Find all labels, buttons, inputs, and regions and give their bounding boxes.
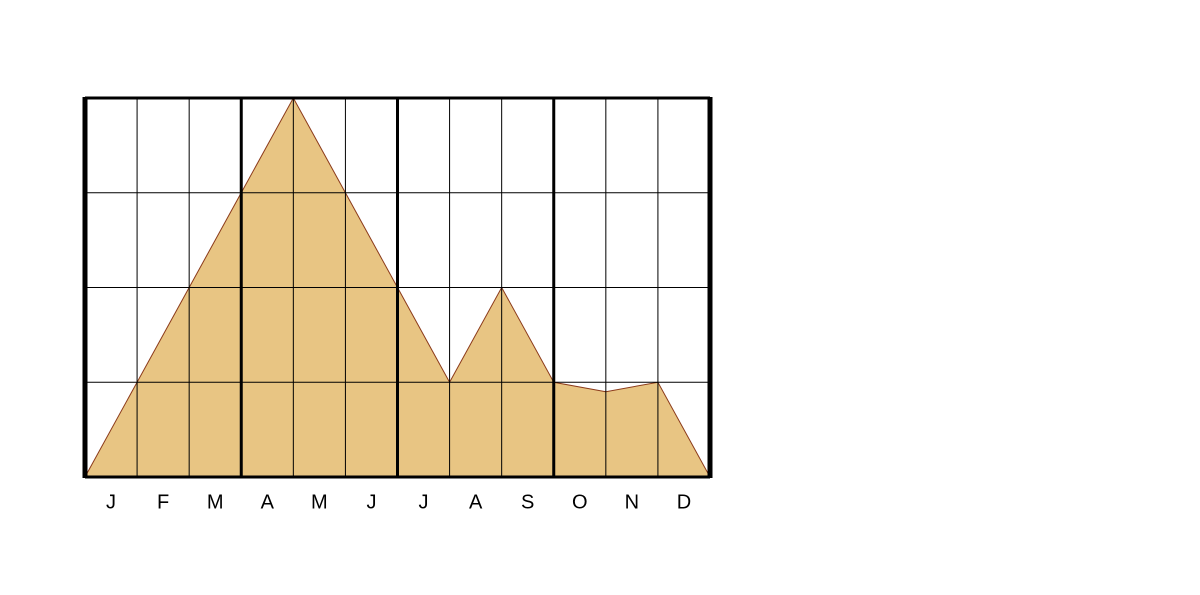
- x-tick-label: J: [366, 491, 376, 513]
- x-tick-label: F: [157, 491, 169, 513]
- x-tick-label: O: [572, 491, 588, 513]
- x-tick-label: A: [469, 491, 483, 513]
- x-tick-label: S: [521, 491, 534, 513]
- x-tick-label: M: [207, 491, 224, 513]
- x-tick-label: D: [677, 491, 691, 513]
- x-tick-label: M: [311, 491, 328, 513]
- x-tick-label: A: [261, 491, 275, 513]
- x-tick-label: J: [419, 491, 429, 513]
- x-tick-label: J: [106, 491, 116, 513]
- x-tick-label: N: [625, 491, 639, 513]
